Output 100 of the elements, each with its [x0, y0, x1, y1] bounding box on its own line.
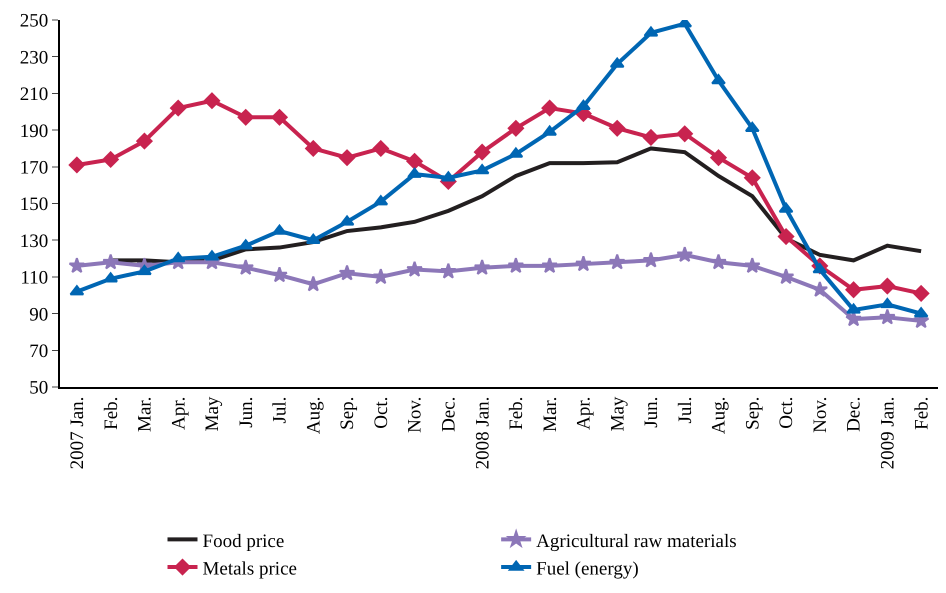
- y-tick-label: 70: [29, 340, 48, 362]
- point: [676, 126, 693, 142]
- point: [338, 264, 356, 280]
- point: [272, 224, 287, 235]
- point: [644, 26, 658, 37]
- point: [440, 262, 457, 279]
- point: [508, 120, 524, 136]
- legend-label: Food price: [202, 530, 284, 552]
- x-tick-label: 2009 Jan.: [878, 396, 899, 470]
- point: [879, 278, 896, 294]
- x-tick-label: Nov.: [404, 396, 426, 433]
- point: [676, 246, 694, 262]
- y-tick-label: 50: [29, 378, 48, 399]
- point: [474, 164, 490, 174]
- point: [237, 259, 254, 275]
- point: [541, 257, 558, 274]
- x-tick-label: Aug.: [303, 396, 324, 434]
- y-tick-label: 250: [20, 10, 48, 32]
- point: [441, 171, 456, 182]
- point: [914, 307, 928, 318]
- point: [238, 109, 254, 126]
- point: [340, 215, 354, 226]
- point: [136, 132, 153, 150]
- x-tick-label: Apr.: [168, 396, 190, 430]
- y-tick-label: 230: [20, 47, 48, 68]
- point: [137, 264, 152, 276]
- x-tick-label: Mar.: [540, 396, 561, 432]
- x-tick-label: Jul.: [674, 396, 696, 424]
- point: [710, 149, 727, 166]
- point: [170, 100, 186, 116]
- point: [912, 285, 930, 302]
- y-tick-label: 150: [20, 194, 48, 216]
- point: [744, 170, 760, 186]
- x-tick-label: Jun.: [236, 396, 257, 428]
- point: [778, 228, 794, 245]
- point: [406, 260, 423, 277]
- x-tick-label: Feb.: [100, 396, 122, 430]
- point: [102, 254, 119, 270]
- point: [508, 257, 524, 274]
- y-tick-label: 190: [20, 120, 48, 142]
- point: [576, 100, 591, 110]
- x-tick-label: 2008 Jan.: [472, 396, 494, 470]
- point: [609, 120, 626, 136]
- point: [70, 285, 84, 296]
- point: [474, 144, 490, 160]
- point: [710, 254, 727, 270]
- point: [338, 149, 356, 166]
- y-tick-label: 210: [20, 84, 48, 106]
- x-tick-label: Oct.: [776, 396, 798, 429]
- x-tick-label: Apr.: [574, 396, 595, 430]
- point: [846, 303, 861, 314]
- x-tick-label: Feb.: [911, 396, 932, 430]
- point: [845, 282, 862, 298]
- point: [542, 100, 558, 116]
- y-tick-label: 90: [29, 304, 48, 326]
- x-tick-label: Sep.: [742, 396, 764, 430]
- point: [642, 252, 660, 268]
- y-tick-label: 110: [20, 268, 48, 289]
- point: [68, 156, 86, 174]
- point: [508, 147, 524, 158]
- x-tick-label: May: [202, 396, 224, 432]
- point: [575, 255, 592, 272]
- y-tick-label: 170: [20, 157, 48, 178]
- point: [711, 74, 726, 84]
- x-tick-label: Jun.: [641, 396, 662, 428]
- x-tick-label: Feb.: [506, 396, 528, 430]
- legend-label: Fuel (energy): [536, 558, 639, 580]
- point: [880, 298, 895, 308]
- point: [204, 250, 220, 260]
- x-tick-label: Jul.: [270, 396, 291, 424]
- point: [542, 125, 557, 136]
- point: [103, 272, 118, 282]
- x-tick-label: 2007 Jan.: [67, 396, 88, 470]
- point: [305, 140, 322, 157]
- point: [102, 151, 119, 168]
- x-tick-label: Oct.: [370, 396, 392, 429]
- legend-label: Agricultural raw materials: [536, 530, 737, 552]
- point: [608, 254, 626, 270]
- x-tick-label: May: [607, 396, 628, 432]
- point: [68, 257, 86, 274]
- point: [778, 202, 794, 213]
- point: [811, 281, 828, 297]
- point: [372, 140, 389, 157]
- point: [474, 259, 490, 275]
- x-tick-label: Dec.: [438, 396, 460, 432]
- point: [407, 168, 422, 178]
- point: [271, 109, 288, 126]
- point: [744, 122, 760, 132]
- point: [642, 129, 660, 146]
- point: [879, 308, 896, 324]
- point: [744, 257, 761, 274]
- x-tick-label: Dec.: [844, 396, 865, 432]
- point: [406, 153, 423, 170]
- point: [271, 266, 288, 282]
- legend-label: Metals price: [202, 558, 297, 580]
- x-tick-label: Mar.: [134, 396, 156, 432]
- x-tick-label: Aug.: [708, 396, 730, 434]
- y-tick-label: 130: [20, 230, 48, 252]
- point: [204, 92, 220, 109]
- x-tick-label: Sep.: [337, 396, 358, 430]
